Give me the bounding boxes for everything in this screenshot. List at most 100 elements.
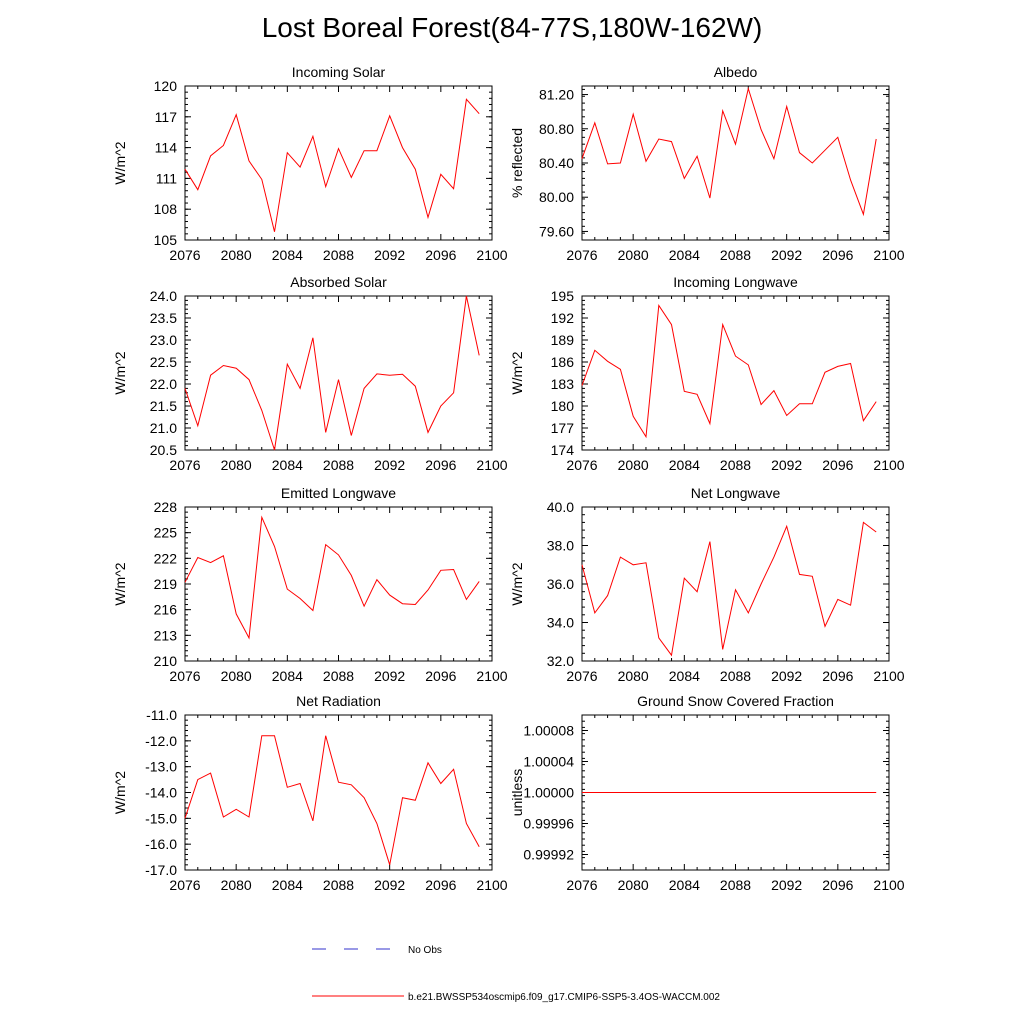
- x-tick-label: 2096: [822, 877, 853, 893]
- x-tick-label: 2076: [169, 877, 200, 893]
- x-tick-label: 2096: [822, 247, 853, 263]
- panel-title: Net Radiation: [296, 693, 381, 709]
- x-tick-label: 2076: [169, 247, 200, 263]
- y-tick-label: -13.0: [145, 759, 177, 775]
- y-tick-label: 111: [156, 170, 177, 186]
- x-tick-label: 2084: [272, 457, 303, 473]
- series-line: [581, 521, 877, 657]
- y-tick-label: 23.5: [150, 310, 177, 326]
- x-tick-label: 2088: [720, 247, 751, 263]
- x-tick-label: 2088: [323, 247, 354, 263]
- y-tick-label: 32.0: [547, 653, 574, 669]
- figure-title: Lost Boreal Forest(84-77S,180W-162W): [261, 12, 763, 43]
- plot-frame: [184, 85, 493, 241]
- x-tick-label: 2088: [720, 877, 751, 893]
- x-tick-label: 2088: [323, 877, 354, 893]
- y-tick-label: 1.00008: [523, 723, 574, 739]
- y-tick-label: 81.20: [539, 87, 574, 103]
- y-tick-label: 186: [551, 354, 575, 370]
- y-axis-label: unitless: [509, 769, 525, 816]
- y-tick-label: 114: [155, 140, 178, 156]
- x-tick-label: 2096: [822, 457, 853, 473]
- panel-net-longwave: Net Longwave W/m^2 2076 2080 2084 2088 2092 209…: [509, 485, 905, 684]
- series-line: [184, 515, 480, 640]
- x-tick-label: 2092: [374, 668, 405, 684]
- plot-frame: [581, 85, 890, 241]
- x-tick-label: 2080: [221, 247, 252, 263]
- y-tick-label: 38.0: [547, 538, 574, 554]
- x-tick-label: 2096: [822, 668, 853, 684]
- y-axis-label: W/m^2: [112, 141, 128, 184]
- y-tick-label: 195: [551, 288, 575, 304]
- y-tick-label: -12.0: [145, 733, 177, 749]
- y-tick-label: -17.0: [145, 862, 177, 878]
- x-tick-label: 2092: [771, 247, 802, 263]
- x-tick-label: 2080: [618, 457, 649, 473]
- series-line: [184, 735, 480, 865]
- x-tick-label: 2080: [618, 247, 649, 263]
- y-tick-label: 34.0: [547, 615, 574, 631]
- y-tick-label: -15.0: [145, 810, 177, 826]
- panel-incoming-longwave: Incoming Longwave W/m^2 2076 2080 2084 2088 20…: [509, 274, 905, 473]
- x-tick-label: 2096: [425, 668, 456, 684]
- panel-title: Albedo: [714, 64, 758, 80]
- panel-albedo: Albedo % reflected 2076 2080 2084 2088 2092 209…: [509, 64, 905, 263]
- y-tick-label: 117: [155, 109, 178, 125]
- x-tick-label: 2092: [374, 457, 405, 473]
- x-tick-label: 2084: [272, 877, 303, 893]
- x-tick-label: 2092: [374, 247, 405, 263]
- y-tick-label: 80.40: [539, 155, 574, 171]
- y-axis-label: W/m^2: [509, 351, 525, 394]
- x-tick-label: 2076: [169, 457, 200, 473]
- y-tick-label: 183: [551, 376, 575, 392]
- x-tick-label: 2076: [566, 247, 597, 263]
- legend-model-label: b.e21.BWSSP534oscmip6.f09_g17.CMIP6-SSP5…: [408, 992, 720, 1003]
- panel-title: Incoming Longwave: [673, 274, 798, 290]
- x-tick-label: 2088: [323, 457, 354, 473]
- y-tick-label: 192: [551, 310, 575, 326]
- x-tick-label: 2100: [873, 247, 904, 263]
- x-tick-label: 2084: [272, 668, 303, 684]
- y-tick-label: 213: [154, 627, 178, 643]
- y-tick-label: 21.5: [150, 398, 177, 414]
- y-tick-label: 219: [154, 576, 178, 592]
- y-tick-label: 20.5: [150, 442, 177, 458]
- x-tick-label: 2076: [566, 877, 597, 893]
- panel-emitted-longwave: Emitted Longwave W/m^2 2076 2080 2084 2088 209…: [112, 485, 508, 684]
- x-tick-label: 2100: [476, 668, 507, 684]
- y-axis-label: W/m^2: [112, 351, 128, 394]
- y-tick-label: 22.0: [150, 376, 177, 392]
- y-tick-label: 174: [551, 442, 575, 458]
- y-axis-label: W/m^2: [509, 562, 525, 605]
- series-line: [184, 295, 480, 451]
- x-tick-label: 2080: [618, 668, 649, 684]
- x-tick-label: 2088: [720, 668, 751, 684]
- x-tick-label: 2088: [323, 668, 354, 684]
- y-tick-label: 1.00004: [523, 754, 574, 770]
- x-tick-label: 2096: [425, 457, 456, 473]
- panel-absorbed-solar: Absorbed Solar W/m^2 2076 2080 2084 2088 2092 2…: [112, 274, 508, 473]
- y-tick-label: 79.60: [539, 223, 574, 239]
- y-tick-label: 105: [154, 232, 178, 248]
- y-axis-label: W/m^2: [112, 771, 128, 814]
- y-tick-label: 225: [154, 525, 178, 541]
- panel-incoming-solar: Incoming Solar W/m^2 2076 2080 2084 2088 2092 2…: [112, 64, 508, 263]
- x-tick-label: 2080: [618, 877, 649, 893]
- plot-frame: [184, 295, 493, 451]
- x-tick-label: 2084: [669, 457, 700, 473]
- plot-frame: [184, 506, 493, 662]
- x-tick-label: 2084: [669, 877, 700, 893]
- y-tick-label: 0.99992: [523, 847, 574, 863]
- x-tick-label: 2100: [873, 877, 904, 893]
- x-tick-label: 2088: [720, 457, 751, 473]
- legend-obs-label: No Obs: [408, 945, 442, 956]
- series-line: [581, 304, 877, 439]
- y-tick-label: 40.0: [547, 499, 574, 515]
- y-tick-label: 222: [154, 550, 178, 566]
- y-tick-label: 210: [154, 653, 178, 669]
- panel-net-radiation: Net Radiation W/m^2 2076 2080 2084 2088 2092 20…: [112, 693, 508, 893]
- x-tick-label: 2092: [374, 877, 405, 893]
- y-tick-label: 22.5: [150, 354, 177, 370]
- y-tick-label: 180: [551, 398, 575, 414]
